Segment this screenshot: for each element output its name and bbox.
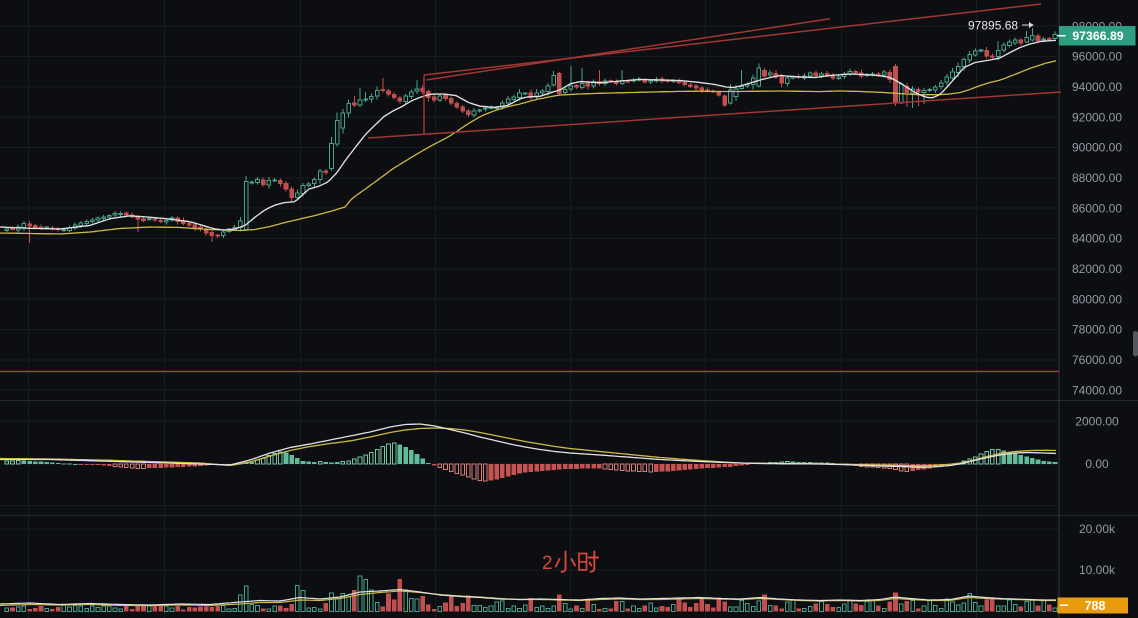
svg-text:92000.00: 92000.00 bbox=[1072, 110, 1122, 124]
svg-text:76000.00: 76000.00 bbox=[1072, 353, 1122, 367]
svg-text:0.00: 0.00 bbox=[1085, 457, 1109, 471]
svg-text:2000.00: 2000.00 bbox=[1075, 415, 1119, 429]
svg-text:788: 788 bbox=[1085, 599, 1106, 613]
svg-text:2: 2 bbox=[542, 553, 553, 574]
svg-text:88000.00: 88000.00 bbox=[1072, 171, 1122, 185]
svg-text:86000.00: 86000.00 bbox=[1072, 201, 1122, 215]
svg-text:96000.00: 96000.00 bbox=[1072, 50, 1122, 64]
svg-text:10.00k: 10.00k bbox=[1079, 563, 1116, 577]
svg-text:97895.68: 97895.68 bbox=[968, 19, 1018, 33]
svg-text:78000.00: 78000.00 bbox=[1072, 323, 1122, 337]
svg-text:94000.00: 94000.00 bbox=[1072, 80, 1122, 94]
svg-text:74000.00: 74000.00 bbox=[1072, 383, 1122, 397]
svg-text:97366.89: 97366.89 bbox=[1072, 29, 1123, 43]
svg-text:82000.00: 82000.00 bbox=[1072, 262, 1122, 276]
svg-text:80000.00: 80000.00 bbox=[1072, 292, 1122, 306]
svg-text:90000.00: 90000.00 bbox=[1072, 141, 1122, 155]
svg-text:20.00k: 20.00k bbox=[1079, 522, 1116, 536]
svg-text:84000.00: 84000.00 bbox=[1072, 232, 1122, 246]
